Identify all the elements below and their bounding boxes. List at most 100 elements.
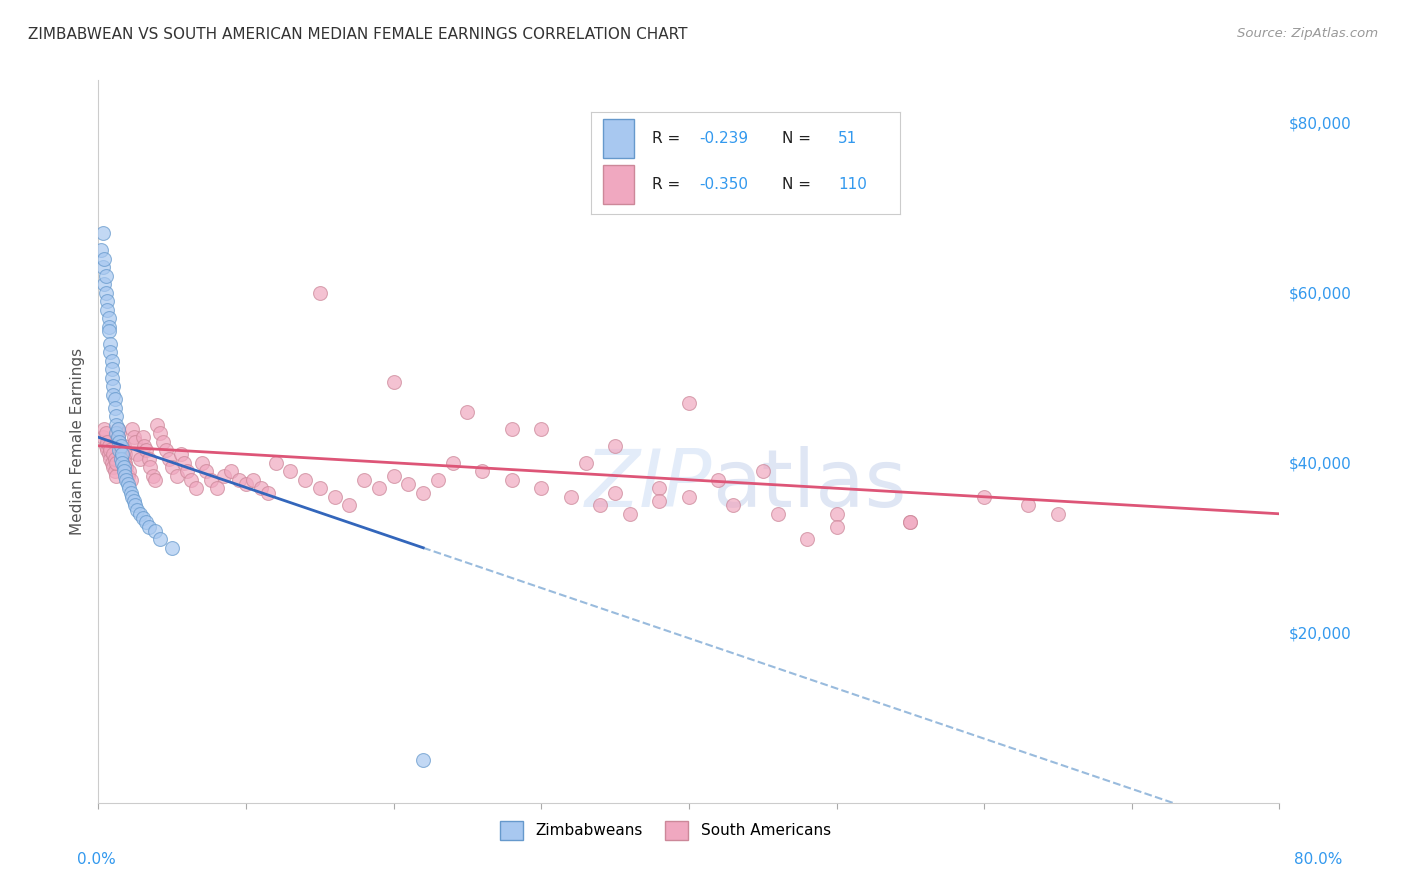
Point	[107, 430, 129, 444]
Text: R =: R =	[652, 177, 686, 192]
Point	[309, 285, 332, 300]
Point	[90, 244, 112, 258]
Point	[796, 533, 818, 547]
Point	[103, 379, 125, 393]
Text: 0.0%: 0.0%	[77, 852, 117, 867]
Text: 80.0%: 80.0%	[1295, 852, 1343, 867]
Point	[575, 456, 598, 470]
Point	[155, 443, 177, 458]
Point	[157, 451, 180, 466]
Point	[235, 477, 257, 491]
Point	[471, 464, 494, 478]
Point	[264, 456, 287, 470]
Point	[353, 473, 375, 487]
Point	[138, 519, 160, 533]
Point	[339, 498, 361, 512]
Point	[368, 481, 391, 495]
Point	[98, 345, 121, 359]
Point	[110, 439, 132, 453]
Point	[752, 464, 775, 478]
Point	[108, 434, 131, 449]
Text: 51: 51	[838, 130, 858, 145]
Point	[91, 430, 114, 444]
Point	[104, 392, 127, 406]
Point	[138, 451, 160, 466]
Text: Source: ZipAtlas.com: Source: ZipAtlas.com	[1237, 27, 1378, 40]
Point	[309, 481, 332, 495]
Text: -0.239: -0.239	[699, 130, 748, 145]
Point	[173, 456, 195, 470]
Point	[139, 460, 162, 475]
Point	[114, 468, 136, 483]
Point	[97, 439, 120, 453]
Point	[111, 447, 134, 461]
Text: -0.350: -0.350	[699, 177, 748, 192]
Point	[96, 302, 118, 317]
Point	[648, 494, 671, 508]
Point	[180, 473, 202, 487]
Point	[205, 481, 228, 495]
Point	[122, 494, 145, 508]
Point	[560, 490, 582, 504]
Point	[228, 473, 250, 487]
Point	[100, 353, 122, 368]
Point	[125, 502, 148, 516]
Point	[195, 464, 218, 478]
Point	[103, 460, 125, 475]
Point	[825, 519, 848, 533]
Point	[257, 485, 280, 500]
Point	[124, 498, 146, 512]
Point	[108, 443, 131, 458]
Point	[125, 447, 148, 461]
FancyBboxPatch shape	[603, 119, 634, 158]
Point	[104, 451, 127, 466]
Point	[200, 473, 222, 487]
Point	[108, 434, 131, 449]
Point	[170, 447, 193, 461]
Point	[135, 516, 157, 530]
Point	[105, 409, 128, 423]
Point	[530, 422, 553, 436]
Point	[108, 425, 131, 440]
Text: 110: 110	[838, 177, 868, 192]
Point	[501, 422, 523, 436]
Point	[115, 473, 138, 487]
Point	[100, 456, 122, 470]
Point	[825, 507, 848, 521]
Point	[382, 468, 405, 483]
Point	[212, 468, 235, 483]
Point	[91, 227, 114, 241]
Point	[530, 481, 553, 495]
Point	[100, 371, 122, 385]
Point	[97, 311, 120, 326]
Point	[120, 485, 142, 500]
Point	[143, 524, 166, 538]
Point	[134, 439, 156, 453]
Point	[412, 753, 434, 767]
Point	[605, 439, 627, 453]
Point	[678, 396, 700, 410]
Point	[441, 456, 464, 470]
Point	[93, 277, 115, 292]
Point	[250, 481, 273, 495]
Point	[143, 473, 166, 487]
Point	[98, 443, 121, 458]
Point	[457, 405, 479, 419]
Point	[589, 498, 612, 512]
Point	[723, 498, 745, 512]
Point	[105, 468, 128, 483]
Point	[104, 464, 127, 478]
Point	[900, 516, 922, 530]
Point	[135, 443, 157, 458]
Point	[94, 268, 117, 283]
Point	[94, 285, 117, 300]
Point	[1018, 498, 1040, 512]
Point	[162, 541, 183, 555]
Point	[166, 468, 188, 483]
Point	[117, 468, 139, 483]
Point	[766, 507, 789, 521]
Text: ZIMBABWEAN VS SOUTH AMERICAN MEDIAN FEMALE EARNINGS CORRELATION CHART: ZIMBABWEAN VS SOUTH AMERICAN MEDIAN FEMA…	[28, 27, 688, 42]
Point	[111, 456, 134, 470]
Point	[707, 473, 730, 487]
Point	[124, 434, 146, 449]
